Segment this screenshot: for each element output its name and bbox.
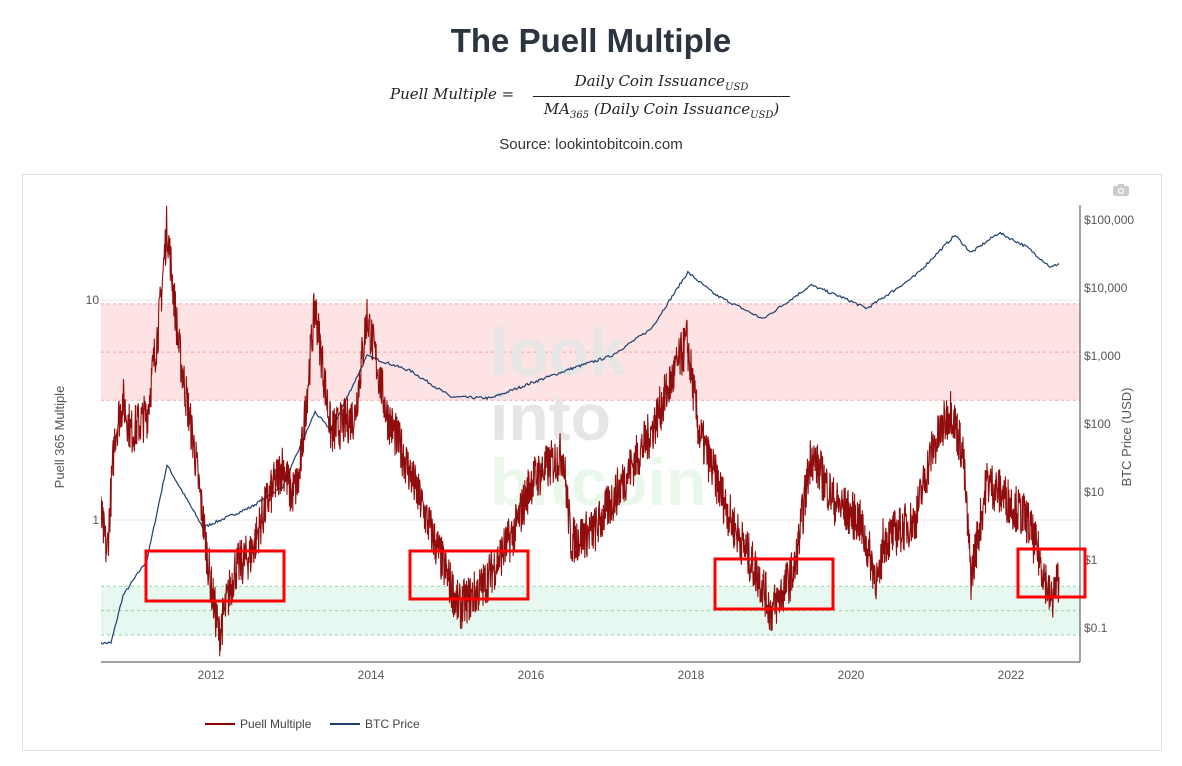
series-line-puell-multiple: [101, 205, 1060, 657]
y-tick-label: 1: [92, 513, 99, 527]
x-tick-label: 2016: [518, 668, 545, 682]
formula-lhs: Puell Multiple =: [390, 85, 515, 103]
page-title: The Puell Multiple: [450, 22, 732, 59]
x-tick-label: 2018: [678, 668, 705, 682]
series-line-btc-price: [101, 231, 1060, 645]
y-tick-label: 10: [86, 293, 100, 307]
y2-tick-label: $100,000: [1084, 213, 1134, 227]
y2-tick-label: $10,000: [1084, 281, 1128, 295]
series-group: [101, 205, 1060, 657]
legend-label: BTC Price: [365, 717, 420, 731]
source-text: Source: lookintobitcoin.com: [499, 136, 683, 153]
chart-frame: [22, 174, 1162, 751]
y-axis-title: Puell 365 Multiple: [52, 386, 67, 489]
watermark-text: look: [490, 315, 626, 389]
highlight-box: [144, 549, 286, 603]
highlight-box: [1016, 547, 1087, 599]
x-tick-label: 2014: [358, 668, 385, 682]
x-tick-label: 2022: [998, 668, 1025, 682]
x-tick-label: 2020: [838, 668, 865, 682]
y2-tick-label: $1: [1084, 553, 1098, 567]
y2-tick-label: $0.1: [1084, 621, 1108, 635]
formula-denominator: MA365 (Daily Coin IssuanceUSD): [543, 100, 780, 121]
legend-label: Puell Multiple: [240, 717, 312, 731]
y2-tick-label: $10: [1084, 485, 1104, 499]
highlight-box: [713, 557, 835, 611]
highlight-box: [408, 549, 530, 601]
y2-axis-title: BTC Price (USD): [1119, 388, 1134, 487]
y2-tick-label: $100: [1084, 417, 1111, 431]
watermark-text: into: [490, 380, 611, 454]
y2-tick-label: $1,000: [1084, 349, 1121, 363]
formula-numerator: Daily Coin IssuanceUSD: [533, 72, 790, 97]
formula-fraction: Daily Coin IssuanceUSD MA365 (Daily Coin…: [533, 72, 790, 121]
x-tick-label: 2012: [198, 668, 225, 682]
camera-icon[interactable]: [1113, 184, 1129, 196]
